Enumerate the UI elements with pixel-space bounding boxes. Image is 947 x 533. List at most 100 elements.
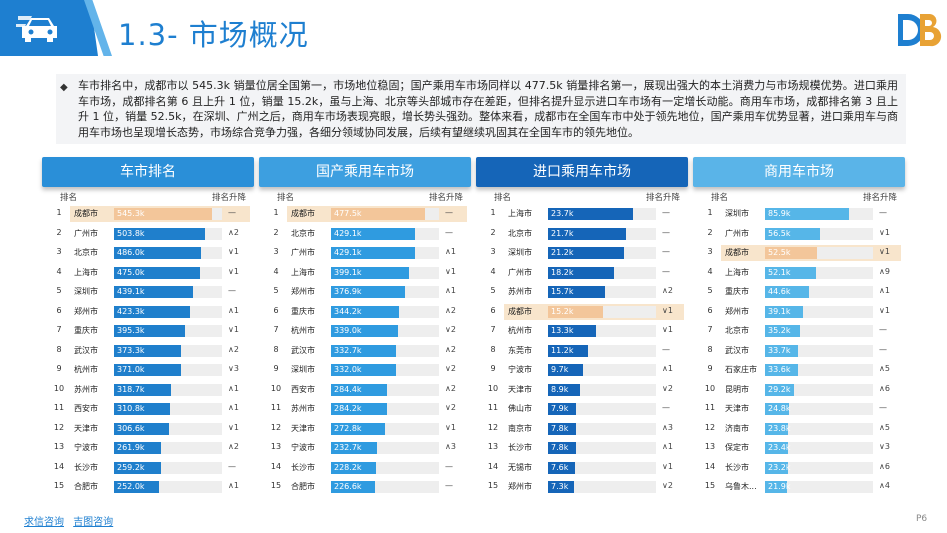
column-header-rank: 排名	[494, 193, 512, 203]
rank-number: 6	[273, 305, 279, 315]
bar-track: 7.9k	[548, 403, 656, 415]
bar	[548, 461, 576, 474]
city-name: 杭州市	[508, 326, 532, 335]
bar	[114, 208, 213, 220]
city-name: 重庆市	[725, 287, 749, 296]
rank-number: 1	[707, 208, 713, 217]
column-header-rank: 排名	[60, 193, 78, 203]
bar-track: 259.2k	[114, 461, 222, 474]
rank-change: ∧2	[228, 344, 239, 354]
city-name: 苏州市	[291, 404, 315, 413]
rank-change: ∧2	[445, 383, 456, 393]
bar-track: 85.9k	[765, 208, 873, 220]
bar-track: 318.7k	[114, 383, 222, 396]
city-name: 广州市	[725, 228, 749, 238]
column-header: 排名 排名升降	[693, 187, 905, 205]
panel-commercial-vehicle: 商用车市场 排名 排名升降 1 深圳市 85.9k — 2 广州市 56.5k ∨1 3 成都市 52.5…	[693, 157, 905, 495]
table-row: 11 西安市 310.8k ∧1	[42, 400, 254, 420]
rank-change: —	[662, 403, 670, 412]
rank-number: 2	[490, 227, 496, 237]
car-icon	[16, 16, 57, 42]
bar-track: 429.1k	[331, 247, 439, 259]
table-row: 2 广州市 56.5k ∨1	[693, 225, 905, 245]
rank-number: 6	[707, 305, 713, 315]
rank-change: —	[445, 481, 453, 490]
table-row: 6 重庆市 344.2k ∧2	[259, 303, 471, 323]
table-row: 13 宁波市 261.9k ∧2	[42, 439, 254, 459]
city-name: 北京市	[508, 228, 532, 238]
bar-value-label: 332.0k	[334, 365, 362, 374]
bar	[548, 364, 583, 376]
bar-value-label: 475.0k	[117, 267, 145, 277]
rank-change: ∨1	[879, 305, 890, 315]
table-row: 15 乌鲁木... 21.9k ∧4	[693, 478, 905, 498]
rank-number: 15	[270, 481, 282, 490]
rank-change: ∧1	[662, 442, 673, 451]
table-row: 11 苏州市 284.2k ∨2	[259, 400, 471, 420]
rank-change: ∧1	[228, 403, 239, 412]
bar-track: 44.6k	[765, 286, 873, 298]
footer-link-2[interactable]: 吉图咨询	[73, 517, 114, 528]
bar-track: 8.9k	[548, 383, 656, 396]
bar-value-label: 8.9k	[551, 384, 569, 394]
rank-number: 8	[273, 344, 279, 354]
bar	[331, 344, 397, 357]
bar-track: 21.9k	[765, 481, 873, 493]
bar-value-label: 272.8k	[334, 423, 362, 433]
rank-change: ∧3	[662, 422, 673, 432]
column-header-change: 排名升降	[211, 193, 246, 203]
bar-value-label: 318.7k	[117, 384, 145, 394]
rank-number: 14	[270, 461, 282, 471]
rank-change: ∧1	[445, 247, 456, 256]
rank-number: 11	[487, 403, 499, 412]
table-row: 12 南京市 7.8k ∧3	[476, 420, 688, 440]
table-row: 7 重庆市 395.3k ∨1	[42, 322, 254, 342]
bar	[331, 227, 416, 240]
rank-number: 11	[270, 403, 282, 412]
table-row: 1 上海市 23.7k —	[476, 205, 688, 225]
city-name: 上海市	[508, 209, 532, 218]
rank-change: ∨2	[662, 383, 673, 393]
rank-change: ∧1	[662, 364, 673, 373]
bar	[114, 344, 182, 357]
rank-change: —	[445, 461, 453, 471]
rank-change: ∨1	[662, 461, 673, 471]
table-row: 14 长沙市 23.2k ∧6	[693, 459, 905, 479]
table-row: 14 长沙市 259.2k —	[42, 459, 254, 479]
rank-change: —	[228, 208, 236, 217]
rank-number: 5	[56, 286, 62, 295]
bar-track: 423.3k	[114, 305, 222, 318]
bar-value-label: 18.2k	[551, 267, 574, 277]
rank-change: ∧1	[879, 286, 890, 295]
bar	[331, 325, 398, 337]
city-name: 济南市	[725, 423, 749, 433]
bar-value-label: 15.7k	[551, 287, 574, 296]
bar	[114, 442, 162, 454]
rank-change: ∧3	[445, 442, 456, 451]
bar	[331, 305, 399, 318]
rank-number: 4	[490, 266, 496, 276]
rank-number: 8	[490, 344, 496, 354]
rank-number: 1	[273, 208, 279, 217]
bar-track: 475.0k	[114, 266, 222, 279]
table-row: 2 广州市 503.8k ∧2	[42, 225, 254, 245]
bar	[765, 422, 789, 435]
rank-number: 10	[53, 383, 65, 393]
bar	[765, 247, 817, 259]
bar-value-label: 284.2k	[334, 404, 362, 413]
rank-change: ∧2	[445, 344, 456, 354]
rank-number: 8	[707, 344, 713, 354]
rank-number: 1	[490, 208, 496, 217]
city-name: 合肥市	[74, 482, 98, 491]
rank-number: 15	[704, 481, 716, 490]
city-name: 苏州市	[508, 287, 532, 296]
bar	[114, 325, 186, 337]
table-row: 6 郑州市 39.1k ∨1	[693, 303, 905, 323]
panel-car-market-ranking: 车市排名 排名 排名升降 1 成都市 545.3k —2 广州市 503.8k ∧2 3 北京市 486…	[42, 157, 254, 495]
footer-link-1[interactable]: 求信咨询	[24, 517, 64, 528]
bar-value-label: 7.6k	[551, 462, 569, 472]
bar	[765, 442, 788, 454]
bar-track: 24.8k	[765, 403, 873, 415]
panel-title: 国产乘用车市场	[259, 157, 471, 187]
table-row: 4 广州市 18.2k —	[476, 264, 688, 284]
